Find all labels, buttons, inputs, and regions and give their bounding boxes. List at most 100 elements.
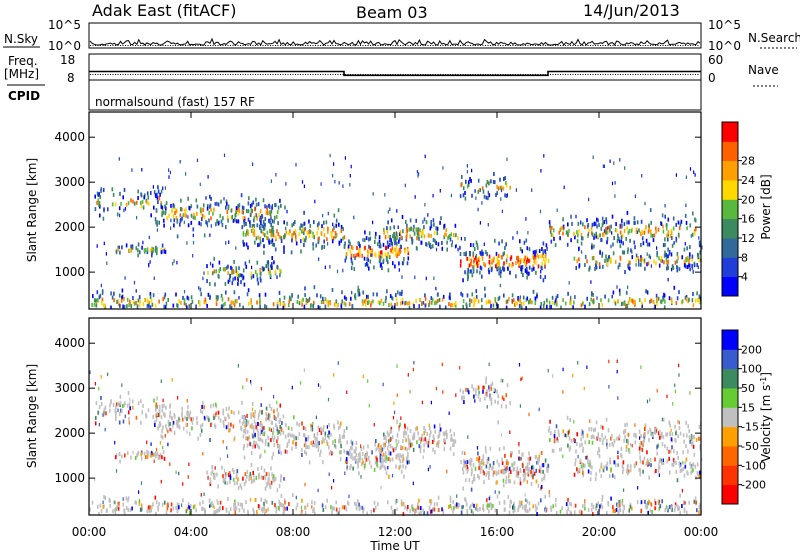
- velocity-cell: [438, 431, 441, 436]
- power-cell: [146, 200, 148, 205]
- velocity-cell: [438, 433, 440, 438]
- power-speckle: [428, 244, 431, 248]
- power-cell: [131, 245, 134, 250]
- power-cell: [389, 248, 392, 253]
- power-cell: [300, 223, 302, 228]
- velocity-cell: [282, 430, 285, 435]
- power-cell: [687, 265, 689, 269]
- velocity-cell: [498, 447, 501, 452]
- power-cell: [332, 236, 335, 241]
- velocity-cell: [296, 502, 299, 507]
- power-cell: [163, 223, 165, 228]
- velocity-cell: [513, 506, 515, 510]
- velocity-cell: [611, 441, 613, 446]
- velocity-cell: [666, 459, 669, 464]
- power-cell: [386, 240, 389, 245]
- power-cell: [292, 221, 295, 226]
- power-cell: [158, 220, 160, 225]
- power-cell: [656, 253, 658, 258]
- velocity-cell: [337, 420, 339, 425]
- power-cell: [386, 228, 388, 233]
- power-cell: [447, 236, 449, 240]
- velocity-cell: [304, 449, 306, 454]
- velocity-cell: [326, 439, 328, 444]
- velocity-cell: [222, 506, 224, 511]
- velocity-cell: [264, 498, 266, 503]
- velocity-cell: [649, 457, 652, 462]
- power-cell: [665, 252, 667, 257]
- power-cell: [183, 298, 186, 303]
- velocity-cell: [613, 439, 616, 443]
- velocity-ytick-label-4000: 4000: [54, 336, 85, 350]
- power-cell: [149, 305, 152, 310]
- power-cell: [609, 228, 611, 233]
- velocity-cell: [688, 500, 690, 505]
- power-speckle: [118, 157, 120, 161]
- power-speckle: [301, 180, 304, 184]
- velocity-speckle: [428, 423, 430, 428]
- power-cell: [656, 250, 658, 255]
- power-cell: [532, 250, 535, 255]
- power-speckle: [223, 197, 225, 201]
- velocity-cell: [556, 510, 558, 515]
- power-cell: [626, 220, 628, 225]
- power-cell: [333, 225, 335, 230]
- velocity-cell: [509, 479, 511, 484]
- power-cell: [605, 217, 607, 222]
- power-cell: [551, 300, 554, 305]
- power-cell: [244, 216, 246, 221]
- power-cell: [592, 256, 595, 260]
- velocity-cell: [122, 419, 125, 424]
- velocity-cell: [176, 502, 179, 507]
- velocity-cell: [405, 456, 408, 461]
- velocity-cell: [465, 498, 467, 503]
- power-cell: [144, 248, 147, 252]
- velocity-cell: [574, 462, 576, 467]
- velocity-colorbar-segment: [722, 484, 738, 505]
- velocity-cell: [377, 445, 379, 450]
- velocity-cell: [281, 503, 283, 508]
- power-speckle: [124, 207, 126, 211]
- velocity-cell: [406, 507, 408, 512]
- velocity-cell: [265, 416, 268, 421]
- power-cell: [267, 260, 270, 265]
- velocity-cell: [377, 502, 379, 507]
- velocity-ytick-label-2000: 2000: [54, 426, 85, 440]
- velocity-cell: [443, 432, 446, 437]
- power-cell: [697, 298, 699, 303]
- velocity-cell: [282, 503, 285, 508]
- velocity-speckle: [394, 410, 396, 415]
- velocity-cell: [237, 410, 240, 415]
- power-speckle: [103, 207, 105, 211]
- velocity-cell: [288, 439, 290, 444]
- velocity-cell: [591, 440, 594, 445]
- power-cell: [517, 259, 519, 264]
- power-cell: [364, 262, 367, 267]
- velocity-cell: [482, 457, 484, 462]
- power-speckle: [688, 263, 690, 267]
- nsearch-tick-low: 10^0: [708, 39, 741, 53]
- velocity-cell: [313, 443, 316, 447]
- velocity-speckle: [456, 494, 458, 498]
- velocity-cell: [350, 455, 352, 460]
- power-speckle: [136, 215, 138, 220]
- velocity-speckle: [291, 385, 293, 390]
- power-cell: [498, 262, 500, 267]
- velocity-cell: [209, 479, 212, 484]
- velocity-cell: [100, 509, 103, 514]
- power-cell: [406, 227, 408, 232]
- power-cell: [156, 251, 158, 256]
- velocity-speckle: [115, 469, 118, 473]
- power-cell: [397, 290, 399, 295]
- velocity-cell: [403, 429, 406, 434]
- velocity-cell: [275, 506, 278, 511]
- velocity-cell: [644, 427, 646, 431]
- velocity-speckle: [117, 408, 119, 412]
- velocity-cell: [606, 445, 608, 450]
- velocity-cell: [616, 502, 618, 507]
- power-cell: [259, 297, 261, 302]
- power-speckle: [512, 236, 514, 240]
- velocity-cell: [519, 477, 521, 482]
- power-cell: [208, 210, 210, 215]
